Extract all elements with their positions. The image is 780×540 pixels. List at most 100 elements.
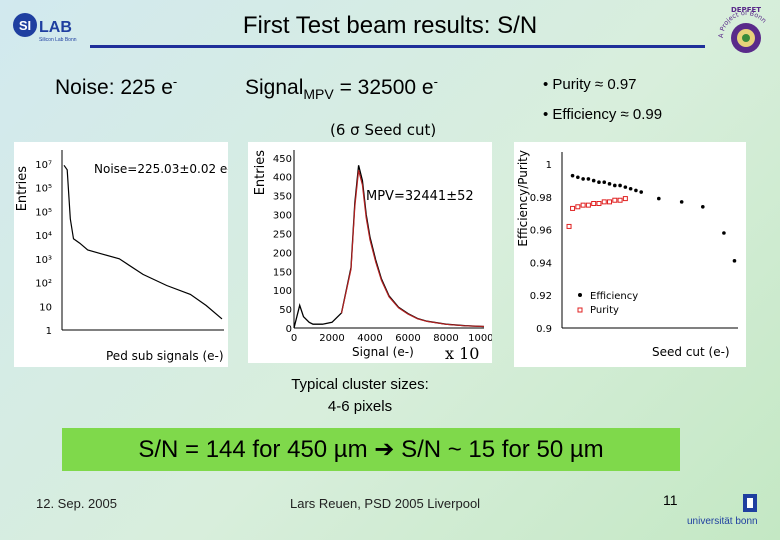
noise-value: Noise: 225 e- (55, 74, 178, 99)
eff-xlabel: Seed cut (e-) (652, 345, 730, 359)
purity-point (601, 199, 607, 205)
axis-multiplier: x 10 (445, 344, 480, 363)
efficiency-point (570, 173, 575, 178)
page-number: 11 (663, 492, 678, 508)
footer-author: Lars Reuen, PSD 2005 Liverpool (290, 496, 481, 511)
efficiency-point (639, 190, 643, 194)
signal-ytick: 50 (279, 305, 292, 316)
signal-xtick: 0 (291, 333, 297, 344)
noise-histogram-line (63, 164, 223, 320)
signal-ytick: 450 (273, 154, 292, 165)
efficiency-point (618, 183, 622, 188)
efficiency-point (634, 188, 638, 193)
efficiency-point (732, 259, 737, 263)
purity-point (607, 199, 613, 205)
noise-ylabel: Entries (15, 166, 30, 212)
eff-y-ticks: 1 0.98 0.96 0.94 0.92 0.9 (530, 160, 552, 335)
efficiency-point (607, 182, 612, 186)
signal-ytick: 300 (273, 211, 292, 222)
signal-xtick: 10000 (468, 333, 492, 344)
signal-annotation: MPV=32441±52 (366, 189, 474, 204)
legend-efficiency-marker (578, 293, 582, 297)
university-bonn-logo: universität bonn (687, 494, 758, 527)
purity-point (570, 205, 576, 211)
efficiency-point (613, 183, 617, 188)
eff-ytick: 0.94 (530, 258, 552, 269)
eff-legend: Efficiency Purity (577, 291, 638, 316)
eff-ytick: 0.9 (536, 324, 552, 335)
signal-value: SignalMPV = 32500 e- (245, 74, 438, 103)
efficiency-point (576, 175, 580, 180)
efficiency-point (586, 177, 591, 181)
signal-xtick: 6000 (395, 333, 420, 344)
efficiency-point (722, 231, 726, 235)
eff-ytick: 0.96 (530, 226, 552, 237)
efficiency-point (591, 178, 596, 183)
svg-text:Silicon Lab Bonn: Silicon Lab Bonn (39, 37, 77, 43)
efficiency-point (701, 204, 705, 209)
cluster-size-note: Typical cluster sizes: 4-6 pixels (291, 376, 429, 415)
purity-efficiency-list: • Purity ≈ 0.97 • Efficiency ≈ 0.99 (543, 70, 662, 130)
noise-histogram-chart: Entries 10⁷ 10⁵ 10⁵ 10⁴ 10³ 10² 10 1 Noise=225.… (14, 142, 228, 367)
legend-purity: Purity (590, 305, 619, 316)
title-divider (90, 45, 705, 48)
efficiency-point (628, 186, 633, 191)
noise-xlabel: Ped sub signals (e-) (106, 349, 224, 363)
eff-points (566, 173, 737, 263)
depfet-badge: A Project of Bonn DEPFET (717, 6, 768, 53)
noise-ytick: 10 (39, 302, 52, 313)
purity-point (617, 197, 623, 203)
slide-title: First Test beam results: S/N (242, 12, 538, 39)
signal-x-ticks: 0 2000 4000 6000 8000 10000 (291, 333, 492, 344)
svg-text:LAB: LAB (39, 19, 72, 36)
svg-text:universität bonn: universität bonn (687, 516, 758, 527)
efficiency-purity-chart: Efficiency/Purity 1 0.98 0.96 0.94 0.92 0.9 E… (514, 142, 746, 367)
signal-fit-curve (340, 170, 485, 328)
signal-ytick: 400 (273, 173, 292, 184)
signal-y-ticks: 450 400 350 300 250 200 150 100 50 0 (273, 154, 292, 335)
footer-date: 12. Sep. 2005 (36, 496, 117, 511)
eff-ytick: 1 (546, 160, 552, 171)
signal-ytick: 350 (273, 192, 292, 203)
signal-histogram-chart: Entries 450 400 350 300 250 200 150 100 50 0 0 200… (248, 142, 492, 363)
purity-point (585, 202, 591, 208)
noise-ytick: 1 (46, 326, 52, 337)
legend-purity-marker (577, 307, 583, 313)
noise-ytick: 10⁷ (35, 160, 52, 171)
signal-ytick: 200 (273, 248, 292, 259)
efficiency-point (597, 180, 601, 185)
signal-ytick: 100 (273, 286, 292, 297)
signal-ytick: 150 (273, 267, 292, 278)
purity-bullet: • Purity ≈ 0.97 (543, 76, 637, 93)
efficiency-point (657, 196, 661, 201)
signal-ytick: 250 (273, 229, 292, 240)
svg-text:SI: SI (19, 18, 31, 33)
noise-ytick: 10⁵ (35, 184, 52, 195)
purity-point (575, 204, 581, 210)
signal-xtick: 8000 (433, 333, 458, 344)
purity-point (566, 223, 572, 229)
purity-point (612, 197, 618, 203)
eff-ytick: 0.98 (530, 193, 552, 204)
signal-xtick: 2000 (319, 333, 344, 344)
efficiency-point (679, 200, 684, 204)
efficiency-bullet: • Efficiency ≈ 0.99 (543, 106, 663, 123)
noise-y-ticks: 10⁷ 10⁵ 10⁵ 10⁴ 10³ 10² 10 1 (35, 160, 52, 337)
eff-ylabel: Efficiency/Purity (516, 150, 530, 247)
noise-ytick: 10² (35, 279, 52, 290)
seed-cut-note: (6 σ Seed cut) (330, 121, 437, 139)
noise-annotation: Noise=225.03±0.02 e- (94, 162, 228, 176)
purity-point (580, 202, 586, 208)
svg-text:DEPFET: DEPFET (731, 6, 761, 14)
purity-point (596, 201, 602, 207)
noise-ytick: 10⁴ (35, 231, 52, 242)
efficiency-point (581, 177, 585, 181)
efficiency-point (602, 180, 607, 185)
signal-xlabel: Signal (e-) (352, 345, 414, 359)
eff-ytick: 0.92 (530, 291, 552, 302)
purity-point (591, 201, 597, 207)
result-banner: S/N = 144 for 450 µm ➔ S/N ~ 15 for 50 µ… (62, 428, 680, 471)
silab-logo: SI LAB Silicon Lab Bonn (13, 13, 77, 43)
purity-point (622, 196, 628, 202)
signal-xtick: 4000 (357, 333, 382, 344)
